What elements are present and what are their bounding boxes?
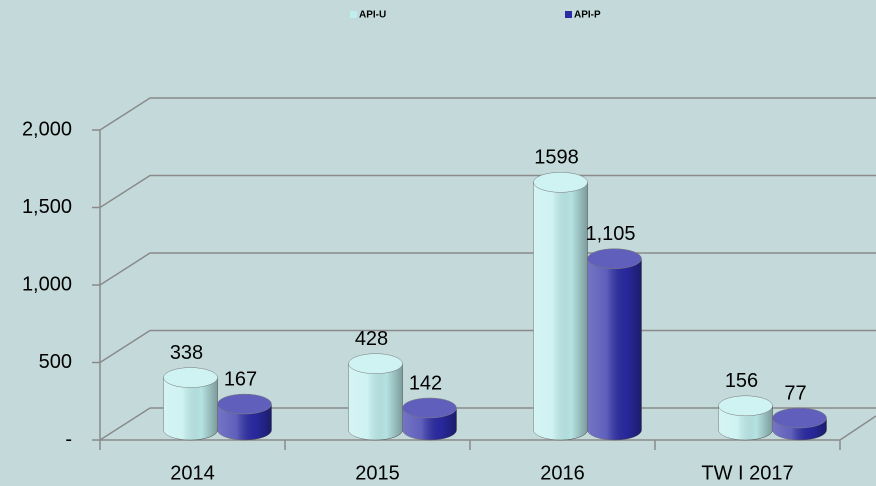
y-tick-label: 2,000: [22, 118, 72, 140]
bar-top: [348, 353, 403, 374]
bar-top-shade: [533, 172, 588, 193]
bar-top: [772, 407, 827, 429]
x-tick-label: 2016: [540, 462, 585, 484]
legend-label: API-U: [359, 10, 386, 21]
y-tick-label: 500: [39, 351, 72, 373]
bar-top: [163, 367, 218, 388]
legend-swatch: [565, 11, 572, 18]
x-tick-label: 2014: [170, 462, 215, 484]
bar-top-shade: [587, 248, 642, 269]
bar-shade: [348, 363, 403, 440]
y-tick-label: -: [65, 428, 72, 450]
legend-swatch: [350, 11, 357, 18]
bar-top-shade: [163, 367, 218, 388]
bar-shade: [217, 404, 272, 440]
bar-top-shade: [348, 353, 403, 374]
grid-line: [99, 97, 876, 131]
bar-shade: [587, 258, 642, 440]
data-label: 1,105: [585, 223, 635, 245]
bar-top: [402, 397, 457, 419]
bar-top: [587, 248, 642, 269]
grid-line: [99, 174, 876, 209]
bar-top: [718, 395, 773, 417]
data-label: 167: [224, 368, 257, 390]
grid-line: [99, 329, 876, 364]
data-label: 1598: [534, 147, 579, 169]
bar-shade: [533, 182, 588, 440]
bar-top: [533, 172, 588, 193]
data-label: 156: [725, 370, 758, 392]
grid-line: [99, 252, 876, 286]
bar-top-shade: [402, 397, 457, 418]
y-tick-label: 1,000: [22, 273, 72, 295]
legend-label: API-P: [574, 10, 601, 21]
bar-top: [217, 393, 272, 415]
bar-shade: [163, 377, 218, 440]
bar-top-shade: [718, 395, 773, 416]
data-label: 142: [409, 372, 442, 394]
bar-top-shade: [217, 394, 272, 415]
x-tick-label: 2015: [355, 462, 400, 484]
y-tick-label: 1,500: [22, 196, 72, 218]
data-label: 428: [355, 328, 388, 350]
data-label: 77: [784, 382, 806, 404]
x-tick-label: TW I 2017: [701, 462, 793, 484]
bar-top-shade: [772, 408, 827, 429]
data-label: 338: [170, 342, 203, 364]
